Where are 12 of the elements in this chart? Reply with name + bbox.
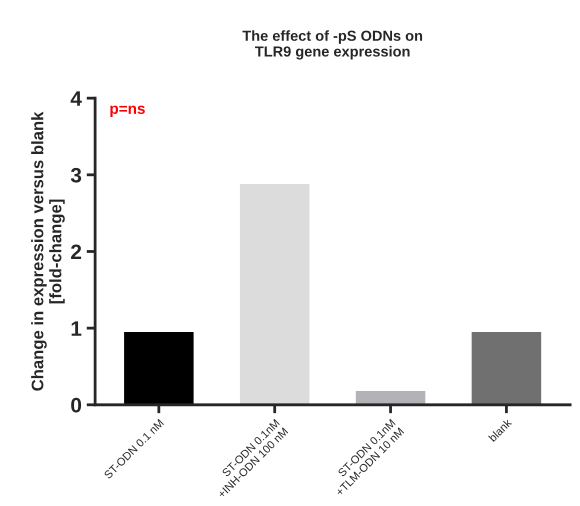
y-tick-label: 1 [72, 321, 82, 336]
bar [356, 391, 426, 405]
chart-title: The effect of -pS ODNs on TLR9 gene expression [242, 30, 422, 60]
bar [472, 332, 542, 405]
bar [124, 332, 194, 405]
y-tick-label: 3 [70, 168, 82, 183]
y-axis-title: Change in expression versus blank [fold-change] [31, 112, 65, 391]
bar [240, 184, 310, 405]
y-tick-label: 0 [71, 398, 82, 413]
y-tick-label: 4 [70, 91, 82, 106]
y-tick-label: 2 [71, 244, 82, 260]
annotation: p=ns [110, 106, 145, 118]
